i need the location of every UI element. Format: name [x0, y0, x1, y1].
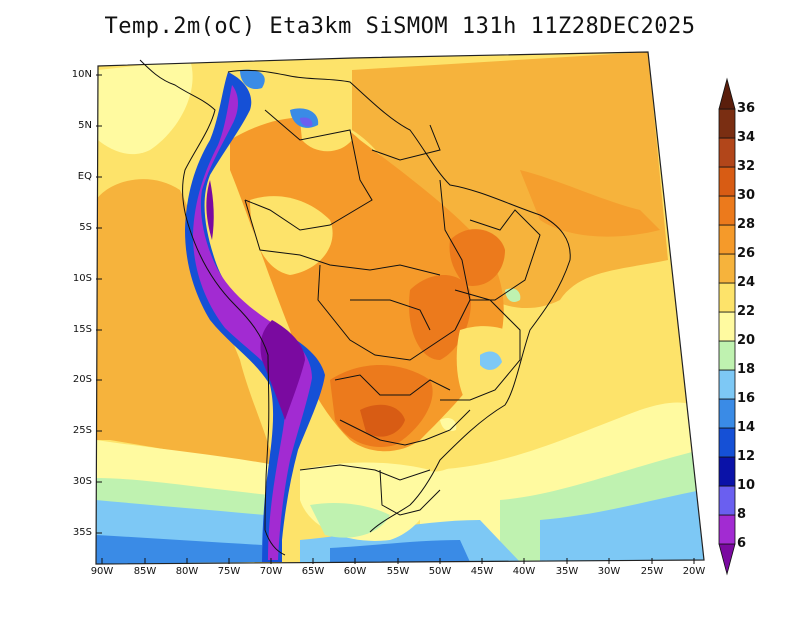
colorbar-label: 36	[737, 101, 756, 116]
domain-border	[95, 51, 705, 565]
colorbar-swatch	[718, 311, 736, 342]
colorbar-swatch	[718, 340, 736, 371]
colorbar-swatch	[718, 369, 736, 400]
lat-label: 35S	[72, 527, 92, 538]
colorbar-label: 10	[737, 478, 756, 493]
colorbar-label: 18	[737, 362, 756, 377]
colorbar-label: 12	[737, 449, 756, 464]
colorbar-swatch	[718, 398, 736, 429]
color-scale-legend	[718, 77, 736, 576]
colorbar-arrow-low	[718, 543, 736, 576]
lat-label: 10N	[71, 69, 92, 80]
lon-label: 80W	[175, 566, 199, 577]
lat-label: EQ	[77, 171, 92, 182]
lon-label: 40W	[512, 566, 536, 577]
colorbar-label: 32	[737, 159, 756, 174]
colorbar-swatch	[718, 224, 736, 255]
colorbar-swatch	[718, 514, 736, 545]
lon-label: 20W	[682, 566, 706, 577]
colorbar-swatch	[718, 195, 736, 226]
lat-label: 25S	[72, 425, 92, 436]
lon-label: 85W	[133, 566, 157, 577]
colorbar-swatch	[718, 166, 736, 197]
lat-label: 30S	[72, 476, 92, 487]
lon-label: 60W	[343, 566, 367, 577]
lon-label: 70W	[259, 566, 283, 577]
lat-label: 5N	[78, 120, 92, 131]
colorbar-label: 22	[737, 304, 756, 319]
colorbar-label: 28	[737, 217, 756, 232]
colorbar-swatch	[718, 253, 736, 284]
lat-label: 10S	[72, 273, 92, 284]
colorbar-swatch	[718, 282, 736, 313]
colorbar-label: 20	[737, 333, 756, 348]
colorbar-label: 8	[737, 507, 747, 522]
lon-label: 30W	[597, 566, 621, 577]
colorbar-label: 26	[737, 246, 756, 261]
lat-label: 5S	[79, 222, 92, 233]
colorbar-swatch	[718, 108, 736, 139]
lat-label: 15S	[72, 324, 92, 335]
lat-label: 20S	[72, 374, 92, 385]
lon-label: 45W	[470, 566, 494, 577]
colorbar-swatch	[718, 427, 736, 458]
lon-label: 35W	[555, 566, 579, 577]
lon-label: 25W	[640, 566, 664, 577]
lon-label: 90W	[90, 566, 114, 577]
colorbar-swatch	[718, 485, 736, 516]
colorbar-label: 6	[737, 536, 747, 551]
colorbar-arrow-high	[718, 77, 736, 110]
political-boundaries	[139, 59, 571, 556]
colorbar-label: 34	[737, 130, 756, 145]
colorbar-label: 30	[737, 188, 756, 203]
colorbar-swatch	[718, 456, 736, 487]
lon-label: 75W	[217, 566, 241, 577]
lon-label: 65W	[301, 566, 325, 577]
axis-ticks	[96, 74, 695, 564]
colorbar-label: 24	[737, 275, 756, 290]
colorbar-swatch	[718, 137, 736, 168]
lon-label: 55W	[386, 566, 410, 577]
lon-label: 50W	[428, 566, 452, 577]
map-title: Temp.2m(oC) Eta3km SiSMOM 131h 11Z28DEC2…	[104, 14, 696, 39]
colorbar-label: 14	[737, 420, 756, 435]
colorbar-label: 16	[737, 391, 756, 406]
temperature-field	[96, 52, 704, 564]
